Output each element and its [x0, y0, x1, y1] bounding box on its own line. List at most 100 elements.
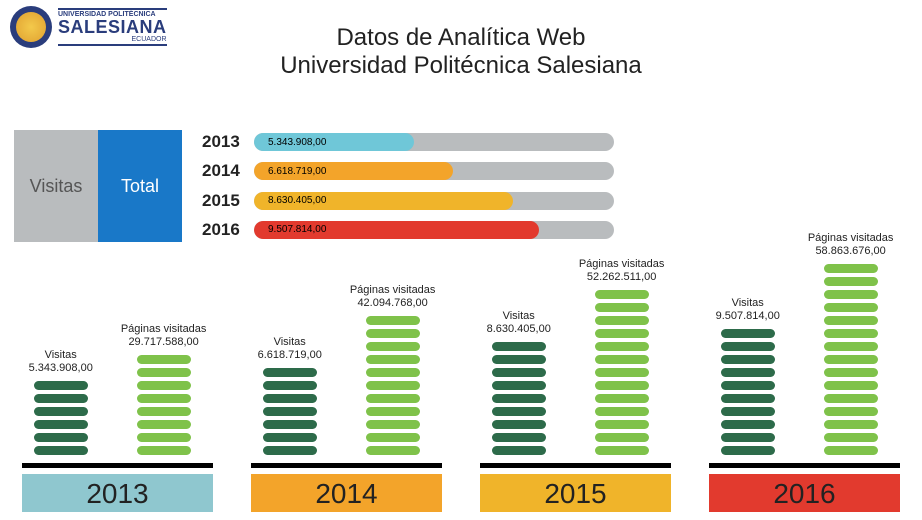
pill-icon — [824, 394, 878, 403]
year-panel: Visitas6.618.719,00 Páginas visitadas42.0… — [243, 229, 450, 512]
pill-icon — [34, 407, 88, 416]
visitas-stack: Visitas5.343.908,00 — [29, 349, 93, 455]
pill-icon — [595, 381, 649, 390]
visitas-stack-label: Visitas8.630.405,00 — [487, 310, 551, 336]
summary-total-header: Total — [98, 130, 182, 242]
pill-icon — [366, 329, 420, 338]
year-panel: Visitas8.630.405,00 Páginas visitadas52.2… — [472, 229, 679, 512]
visitas-stack-pills — [492, 342, 546, 455]
pill-icon — [824, 277, 878, 286]
pill-icon — [721, 420, 775, 429]
visitas-stack-label: Visitas9.507.814,00 — [716, 297, 780, 323]
pill-icon — [595, 329, 649, 338]
pill-icon — [263, 433, 317, 442]
panel-divider — [709, 463, 899, 468]
pill-icon — [595, 316, 649, 325]
summary-visitas-header: Visitas — [14, 130, 98, 242]
pill-icon — [595, 290, 649, 299]
summary-row: 2014 6.618.719,00 — [202, 159, 614, 183]
pill-icon — [824, 342, 878, 351]
pill-icon — [721, 355, 775, 364]
paginas-stack-label: Páginas visitadas52.262.511,00 — [579, 258, 665, 284]
year-badge: 2014 — [251, 474, 441, 512]
summary-bar-value: 6.618.719,00 — [268, 162, 326, 180]
pill-icon — [824, 381, 878, 390]
paginas-stack-pills — [824, 264, 878, 455]
paginas-stack-pills — [137, 355, 191, 455]
paginas-stack-label: Páginas visitadas29.717.588,00 — [121, 323, 207, 349]
pill-icon — [34, 420, 88, 429]
pill-icon — [492, 407, 546, 416]
summary-year: 2015 — [202, 191, 254, 211]
pill-icon — [492, 342, 546, 351]
summary-row: 2013 5.343.908,00 — [202, 130, 614, 154]
pill-icon — [263, 394, 317, 403]
pill-icon — [824, 446, 878, 455]
pill-icon — [263, 446, 317, 455]
pill-icon — [137, 368, 191, 377]
pill-icon — [263, 420, 317, 429]
pill-icon — [492, 368, 546, 377]
pill-icon — [137, 394, 191, 403]
panel-divider — [480, 463, 670, 468]
pill-icon — [137, 420, 191, 429]
title-line-1: Datos de Analítica Web — [0, 24, 922, 52]
pill-icon — [137, 355, 191, 364]
pill-icon — [366, 394, 420, 403]
pill-icon — [721, 394, 775, 403]
pill-icon — [492, 446, 546, 455]
pill-icon — [366, 316, 420, 325]
title-line-2: Universidad Politécnica Salesiana — [0, 52, 922, 80]
paginas-stack-pills — [595, 290, 649, 455]
pill-icon — [595, 342, 649, 351]
summary-year: 2014 — [202, 161, 254, 181]
pill-icon — [34, 433, 88, 442]
paginas-stack: Páginas visitadas52.262.511,00 — [579, 258, 665, 455]
summary-bar-track: 5.343.908,00 — [254, 133, 614, 151]
pill-icon — [366, 368, 420, 377]
pill-icon — [492, 355, 546, 364]
pill-icon — [824, 355, 878, 364]
pill-icon — [34, 381, 88, 390]
year-badge: 2013 — [22, 474, 212, 512]
pill-icon — [824, 290, 878, 299]
pill-icon — [824, 368, 878, 377]
summary-bar-track: 8.630.405,00 — [254, 192, 614, 210]
year-badge: 2016 — [709, 474, 899, 512]
paginas-stack-label: Páginas visitadas42.094.768,00 — [350, 284, 436, 310]
pill-icon — [721, 446, 775, 455]
paginas-stack: Páginas visitadas58.863.676,00 — [808, 232, 894, 455]
pill-icon — [366, 342, 420, 351]
pill-icon — [721, 381, 775, 390]
paginas-stack-pills — [366, 316, 420, 455]
pill-icon — [492, 381, 546, 390]
year-panel: Visitas9.507.814,00 Páginas visitadas58.8… — [701, 229, 908, 512]
pill-icon — [366, 433, 420, 442]
pill-icon — [595, 420, 649, 429]
pill-icon — [595, 407, 649, 416]
panel-divider — [22, 463, 212, 468]
pill-icon — [366, 355, 420, 364]
pill-icon — [366, 420, 420, 429]
summary-row: 2015 8.630.405,00 — [202, 189, 614, 213]
pill-icon — [595, 355, 649, 364]
pill-icon — [824, 329, 878, 338]
summary-year: 2013 — [202, 132, 254, 152]
summary-bar-value: 5.343.908,00 — [268, 133, 326, 151]
pill-icon — [137, 433, 191, 442]
pill-icon — [366, 381, 420, 390]
pill-icon — [595, 446, 649, 455]
pill-icon — [366, 446, 420, 455]
summary-bar-value: 8.630.405,00 — [268, 192, 326, 210]
stacks-area: Visitas5.343.908,00 Páginas visitadas29.7… — [14, 229, 221, 459]
pill-icon — [263, 368, 317, 377]
visitas-stack-label: Visitas6.618.719,00 — [258, 336, 322, 362]
pill-icon — [721, 433, 775, 442]
paginas-stack: Páginas visitadas42.094.768,00 — [350, 284, 436, 455]
stacks-area: Visitas6.618.719,00 Páginas visitadas42.0… — [243, 229, 450, 459]
pill-icon — [824, 420, 878, 429]
pill-icon — [824, 433, 878, 442]
pill-icon — [34, 446, 88, 455]
pill-icon — [595, 433, 649, 442]
pill-icon — [263, 407, 317, 416]
